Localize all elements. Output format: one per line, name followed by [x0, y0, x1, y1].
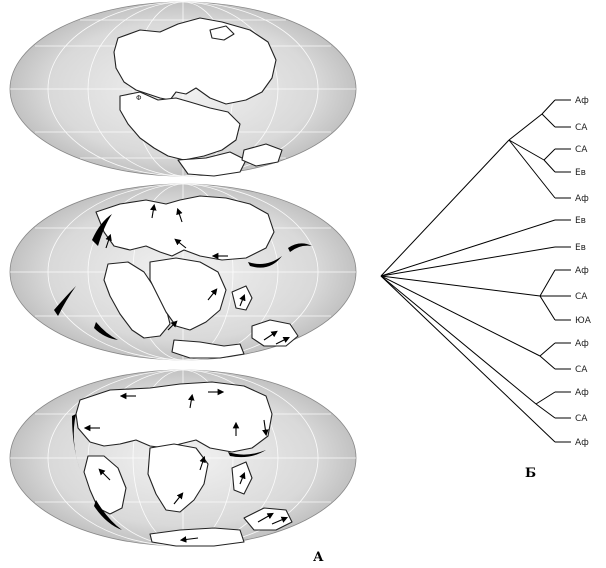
tree-branch — [380, 246, 556, 277]
tree-tip-label: Аф — [575, 96, 589, 106]
map-bottom — [9, 369, 357, 547]
tree-branch — [535, 403, 556, 419]
tree-branch — [380, 219, 556, 277]
tree-tip-label: Аф — [575, 438, 589, 448]
tree-tip-label: СА — [575, 145, 588, 155]
map-middle — [9, 183, 357, 361]
map-bottom-trenches — [72, 414, 266, 530]
tree-tip-label: Ев — [575, 168, 586, 178]
tree-branch — [535, 391, 556, 405]
tree-tip-label: Аф — [575, 388, 589, 398]
map-bottom-landmass — [75, 381, 293, 547]
map-middle-landmass — [95, 195, 299, 359]
tree-branch — [380, 275, 537, 405]
map-top: Φ — [9, 1, 357, 177]
tree-branch — [380, 139, 510, 277]
tree-branch — [541, 113, 556, 128]
map-bottom-motion-arrows — [83, 388, 289, 543]
tree-tip-label: Ев — [575, 243, 586, 253]
tree-tip-label: Аф — [575, 194, 589, 204]
tree-branch — [541, 99, 556, 115]
map-middle-trenches — [54, 214, 312, 340]
tree-branch — [539, 269, 556, 297]
tree-branch — [539, 342, 556, 357]
tree-tip-label: СА — [575, 292, 588, 302]
tree-branch — [508, 139, 545, 161]
map-top-small-label: Φ — [136, 94, 142, 102]
tree-tip-label: СА — [575, 123, 588, 133]
phylogenetic-tree — [380, 99, 571, 443]
panel-a-maps: Φ — [9, 1, 357, 547]
tree-branch — [508, 139, 556, 199]
map-top-landmass — [113, 17, 283, 177]
tree-branch — [539, 295, 556, 321]
tree-tip-label: Ев — [575, 216, 586, 226]
tree-branch — [380, 275, 541, 297]
tree-branch — [508, 113, 543, 141]
map-middle-motion-arrows — [105, 203, 290, 345]
tree-tip-label: СА — [575, 414, 588, 424]
tree-branch — [539, 355, 556, 370]
tree-tip-label: СА — [575, 365, 588, 375]
panel-a-label: А — [313, 550, 324, 565]
panel-b-label: Б — [525, 466, 537, 481]
tree-tip-labels: Аф СА СА Ев Аф Ев Ев Аф СА ЮА Аф СА Аф СА Аф — [575, 96, 592, 448]
tree-branch — [543, 148, 556, 161]
tree-branch — [543, 159, 556, 173]
tree-tip-label: Аф — [575, 266, 589, 276]
tree-branch — [380, 275, 541, 357]
tree-tip-label: ЮА — [575, 316, 592, 326]
tree-tip-label: Аф — [575, 339, 589, 349]
tree-branch — [380, 275, 556, 443]
